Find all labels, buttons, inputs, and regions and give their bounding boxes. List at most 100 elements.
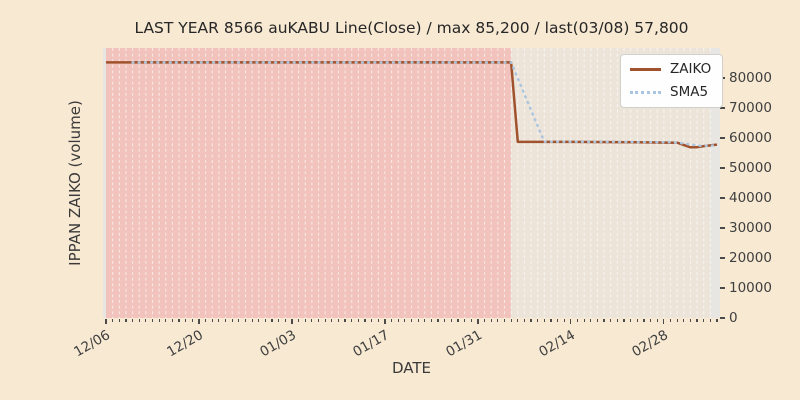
x-tick-mark-minor xyxy=(643,319,645,322)
y-tick-mark xyxy=(720,257,725,259)
x-tick-mark-minor xyxy=(623,319,625,322)
x-tick-mark-minor xyxy=(497,319,499,322)
x-tick-mark-major xyxy=(477,319,479,324)
y-tick-label: 0 xyxy=(729,310,738,326)
chart-canvas xyxy=(106,48,719,318)
x-tick-mark-minor xyxy=(191,319,193,322)
legend-entry-zaiko: ZAIKO xyxy=(630,61,711,77)
x-tick-mark-minor xyxy=(278,319,280,322)
x-tick-mark-minor xyxy=(131,319,134,322)
x-tick-mark-minor xyxy=(656,319,658,322)
x-tick-mark-minor xyxy=(510,319,512,322)
x-tick-mark-minor xyxy=(158,319,160,322)
x-tick-mark-minor xyxy=(543,319,545,322)
y-tick-label: 80000 xyxy=(729,70,772,86)
y-tick-mark xyxy=(720,107,725,109)
x-tick-mark-minor xyxy=(649,319,652,322)
x-tick-label: 01/17 xyxy=(350,327,392,361)
x-tick-mark-minor xyxy=(331,319,333,322)
x-tick-mark-minor xyxy=(696,319,698,322)
legend-label-sma5: SMA5 xyxy=(670,84,709,100)
y-tick-mark xyxy=(720,137,725,139)
x-tick-mark-minor xyxy=(118,319,120,322)
x-tick-mark-minor xyxy=(610,319,612,322)
x-tick-mark-minor xyxy=(304,319,306,322)
x-tick-mark-major xyxy=(198,319,200,324)
y-tick-label: 70000 xyxy=(729,100,772,116)
x-tick-mark-minor xyxy=(424,319,426,322)
x-tick-mark-minor xyxy=(311,319,313,322)
x-tick-mark-minor xyxy=(603,319,605,322)
x-tick-mark-minor xyxy=(483,319,486,322)
x-tick-mark-minor xyxy=(377,319,379,322)
x-tick-mark-minor xyxy=(297,319,300,322)
x-tick-mark-minor xyxy=(112,319,114,322)
x-tick-mark-minor xyxy=(703,319,705,322)
x-tick-mark-minor xyxy=(557,319,559,322)
x-tick-mark-minor xyxy=(357,319,359,322)
y-tick-label: 20000 xyxy=(729,250,772,266)
y-tick-label: 50000 xyxy=(729,160,772,176)
x-tick-mark-minor xyxy=(344,319,346,322)
x-tick-mark-minor xyxy=(185,319,187,322)
x-tick-label: 12/20 xyxy=(164,327,206,361)
y-axis-label: IPPAN ZAIKO (volume) xyxy=(66,100,84,266)
x-tick-label: 02/28 xyxy=(629,327,671,361)
x-tick-mark-minor xyxy=(437,319,439,322)
x-tick-mark-minor xyxy=(563,319,565,322)
legend: ZAIKO SMA5 xyxy=(620,54,724,108)
x-tick-mark-minor xyxy=(410,319,413,322)
x-tick-label: 12/06 xyxy=(71,327,113,361)
x-tick-mark-minor xyxy=(450,319,452,322)
y-tick-label: 60000 xyxy=(729,130,772,146)
x-tick-mark-major xyxy=(663,319,665,324)
x-tick-mark-major xyxy=(291,319,293,324)
x-tick-mark-minor xyxy=(676,319,678,322)
x-tick-mark-minor xyxy=(390,319,393,322)
y-tick-mark xyxy=(720,227,725,229)
y-tick-label: 40000 xyxy=(729,190,772,206)
x-tick-mark-minor xyxy=(284,319,286,322)
x-tick-mark-minor xyxy=(683,319,685,322)
x-tick-mark-minor xyxy=(576,319,579,322)
x-tick-mark-minor xyxy=(490,319,492,322)
y-tick-mark xyxy=(720,317,725,319)
x-tick-mark-minor xyxy=(430,319,432,322)
x-tick-mark-minor xyxy=(364,319,366,322)
pre-drop-span xyxy=(106,48,512,318)
x-tick-mark-minor xyxy=(417,319,419,322)
x-tick-mark-minor xyxy=(231,319,233,322)
legend-label-zaiko: ZAIKO xyxy=(670,61,712,77)
x-tick-mark-minor xyxy=(371,319,373,322)
x-tick-mark-minor xyxy=(636,319,638,322)
x-tick-mark-minor xyxy=(404,319,406,322)
x-tick-mark-minor xyxy=(550,319,552,322)
x-tick-mark-minor xyxy=(596,319,599,322)
x-tick-mark-minor xyxy=(125,319,127,322)
x-tick-mark-minor xyxy=(709,319,711,322)
y-tick-mark xyxy=(720,197,725,199)
x-tick-mark-minor xyxy=(171,319,173,322)
x-tick-mark-minor xyxy=(464,319,466,322)
x-tick-mark-minor xyxy=(590,319,592,322)
x-tick-mark-minor xyxy=(165,319,167,322)
x-tick-mark-minor xyxy=(470,319,472,322)
x-tick-mark-minor xyxy=(351,319,353,322)
x-tick-mark-minor xyxy=(238,319,240,322)
x-tick-mark-minor xyxy=(716,319,718,322)
x-tick-mark-major xyxy=(105,319,107,324)
x-tick-mark-minor xyxy=(537,319,539,322)
x-tick-mark-minor xyxy=(178,319,180,322)
x-tick-mark-minor xyxy=(251,319,253,322)
y-tick-mark xyxy=(720,167,725,169)
x-tick-label: 02/14 xyxy=(536,327,578,361)
x-tick-mark-minor xyxy=(317,319,320,322)
sma5-line xyxy=(131,61,719,148)
x-tick-mark-major xyxy=(384,319,386,324)
x-axis-label: DATE xyxy=(391,359,432,377)
plot-area xyxy=(103,48,720,318)
x-tick-mark-minor xyxy=(324,319,326,322)
x-tick-mark-minor xyxy=(145,319,147,322)
x-tick-mark-minor xyxy=(517,319,519,322)
